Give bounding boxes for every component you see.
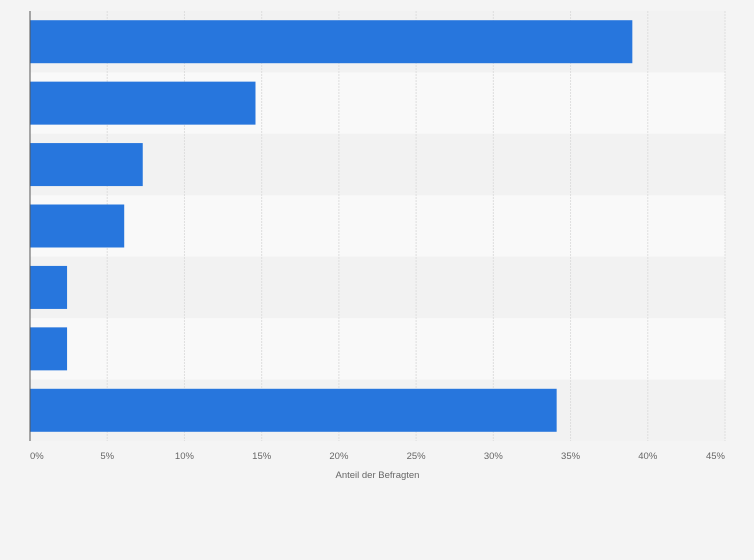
row-band xyxy=(30,195,725,257)
bar[interactable] xyxy=(30,143,143,187)
x-tick-label: 30% xyxy=(484,451,504,462)
x-axis-title: Anteil der Befragten xyxy=(336,470,420,481)
x-tick-label: 15% xyxy=(252,451,272,462)
bar[interactable] xyxy=(30,327,68,371)
x-tick-label: 25% xyxy=(407,451,427,462)
grid-lines xyxy=(106,11,726,441)
x-tick-label: 20% xyxy=(329,451,349,462)
bar[interactable] xyxy=(30,81,256,125)
row-band xyxy=(30,318,725,380)
bar[interactable] xyxy=(30,204,125,248)
x-tick-label: 10% xyxy=(175,451,195,462)
row-band xyxy=(30,256,725,319)
x-tick-label: 5% xyxy=(100,451,114,462)
x-tick-label: 40% xyxy=(638,451,658,462)
row-bands xyxy=(30,11,725,441)
x-tick-labels: 0% 5% 10% 15% 20% 25% 30% 35% 40% 45% xyxy=(30,451,726,462)
bar[interactable] xyxy=(30,265,68,309)
x-tick-label: 45% xyxy=(706,451,726,462)
bar[interactable] xyxy=(30,20,633,64)
row-band xyxy=(30,133,725,196)
x-tick-label: 0% xyxy=(30,451,44,462)
x-tick-label: 35% xyxy=(561,451,581,462)
bar[interactable] xyxy=(30,388,557,432)
bars xyxy=(30,20,633,432)
